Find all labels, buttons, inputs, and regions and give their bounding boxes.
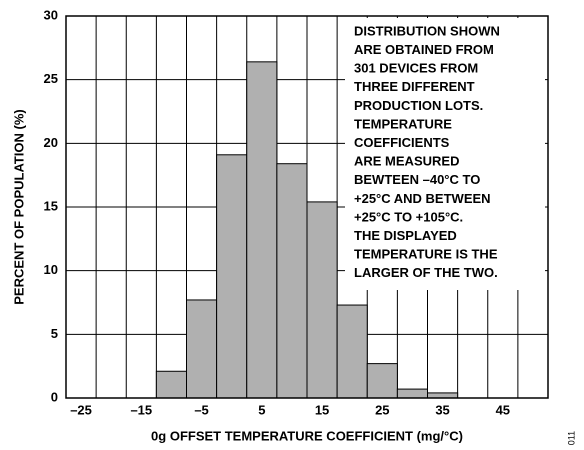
y-tick-label: 15 bbox=[44, 198, 58, 213]
y-axis-label: PERCENT OF POPULATION (%) bbox=[11, 109, 26, 304]
bar bbox=[276, 163, 308, 399]
bar bbox=[366, 363, 398, 399]
x-tick-label: 35 bbox=[435, 402, 449, 417]
annotation-line: ARE MEASURED bbox=[354, 154, 459, 169]
y-tick-label: 0 bbox=[51, 389, 58, 404]
annotation-line: BEWTEEN –40°C TO bbox=[354, 172, 480, 187]
annotation-box bbox=[345, 18, 545, 290]
x-tick-label: 15 bbox=[315, 402, 329, 417]
x-tick-label: –5 bbox=[194, 402, 208, 417]
bar bbox=[396, 388, 428, 399]
annotation-line: COEFFICIENTS bbox=[354, 135, 450, 150]
annotation-line: THREE DIFFERENT bbox=[354, 79, 475, 94]
bar bbox=[427, 392, 459, 399]
annotation-line: +25°C TO +105°C. bbox=[354, 209, 463, 224]
y-tick-label: 5 bbox=[51, 326, 58, 341]
bar bbox=[306, 201, 338, 399]
annotation-line: TEMPERATURE IS THE bbox=[354, 247, 498, 262]
annotation-line: LARGER OF THE TWO. bbox=[354, 265, 498, 280]
x-tick-label: –15 bbox=[130, 402, 152, 417]
annotation-line: THE DISPLAYED bbox=[354, 228, 457, 243]
y-tick-label: 25 bbox=[44, 71, 58, 86]
bar bbox=[186, 299, 218, 399]
annotation-line: 301 DEVICES FROM bbox=[354, 61, 478, 76]
annotation-line: TEMPERATURE bbox=[354, 116, 452, 131]
plot-frame bbox=[65, 15, 549, 399]
bar bbox=[246, 61, 278, 399]
figure-id: 011 bbox=[566, 431, 576, 445]
y-tick-label: 10 bbox=[44, 262, 58, 277]
annotation-line: PRODUCTION LOTS. bbox=[354, 98, 483, 113]
y-tick-label: 20 bbox=[44, 135, 58, 150]
x-tick-label: 5 bbox=[258, 402, 265, 417]
annotation-line: ARE OBTAINED FROM bbox=[354, 42, 494, 57]
annotation-line: DISTRIBUTION SHOWN bbox=[354, 23, 500, 38]
x-axis-label: 0g OFFSET TEMPERATURE COEFFICIENT (mg/°C… bbox=[151, 428, 463, 443]
annotation-line: +25°C AND BETWEEN bbox=[354, 191, 491, 206]
x-tick-label: 25 bbox=[375, 402, 389, 417]
bar bbox=[336, 304, 368, 399]
bar bbox=[216, 154, 248, 399]
x-tick-label: –25 bbox=[70, 402, 92, 417]
y-tick-label: 30 bbox=[44, 7, 58, 22]
x-tick-label: 45 bbox=[496, 402, 510, 417]
bar bbox=[155, 370, 187, 399]
